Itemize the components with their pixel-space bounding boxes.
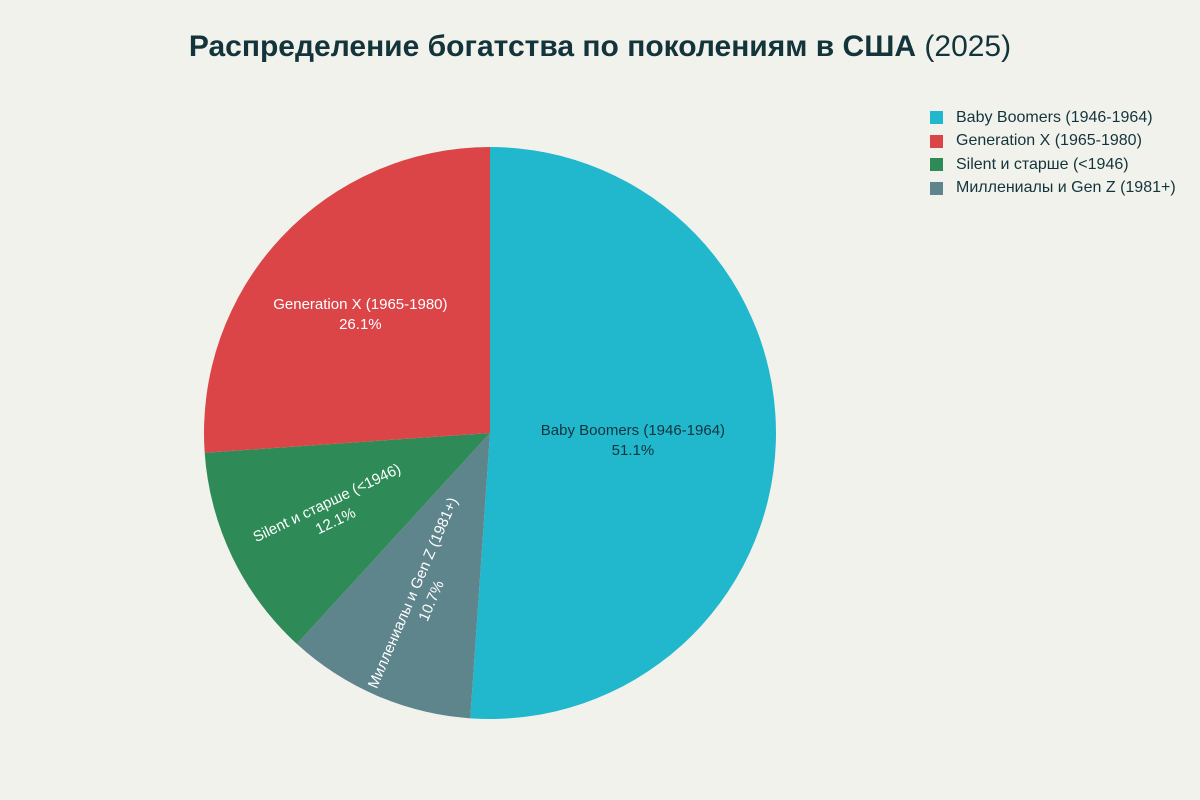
legend-item-4[interactable]: Миллениалы и Gen Z (1981+) (930, 177, 1176, 201)
slice-label-1: Baby Boomers (1946-1964) 51.1% (541, 422, 725, 459)
legend-item-2[interactable]: Generation X (1965-1980) (930, 130, 1176, 154)
pie-slice-4 (204, 147, 491, 453)
legend-swatch (930, 181, 943, 195)
legend: Baby Boomers (1946-1964) Generation X (19… (930, 106, 1176, 200)
legend-label: Silent и старше (<1946) (956, 155, 1129, 173)
legend-swatch (930, 134, 943, 148)
legend-swatch (930, 158, 943, 172)
slice-value-label: 26.1% (339, 316, 382, 333)
legend-item-1[interactable]: Baby Boomers (1946-1964) (930, 106, 1176, 130)
legend-label: Миллениалы и Gen Z (1981+) (956, 179, 1176, 197)
legend-swatch (930, 111, 943, 125)
slice-value-label: 51.1% (612, 442, 655, 459)
pie-slice-2 (296, 433, 490, 719)
slice-category-label: Generation X (1965-1980) (273, 296, 447, 313)
slice-label-4: Generation X (1965-1980) 26.1% (273, 296, 447, 333)
chart-title-year: (2025) (924, 30, 1012, 63)
slice-category-label: Baby Boomers (1946-1964) (541, 422, 725, 439)
legend-item-3[interactable]: Silent и старше (<1946) (930, 153, 1176, 177)
legend-label: Generation X (1965-1980) (956, 132, 1142, 150)
chart-title-main: Распределение богатства по поколениям в … (188, 30, 917, 63)
pie-slice-1 (470, 147, 776, 719)
legend-label: Baby Boomers (1946-1964) (956, 108, 1153, 126)
chart-title: Распределение богатства по поколениям в … (0, 30, 1200, 64)
pie-slice-3 (204, 433, 490, 644)
